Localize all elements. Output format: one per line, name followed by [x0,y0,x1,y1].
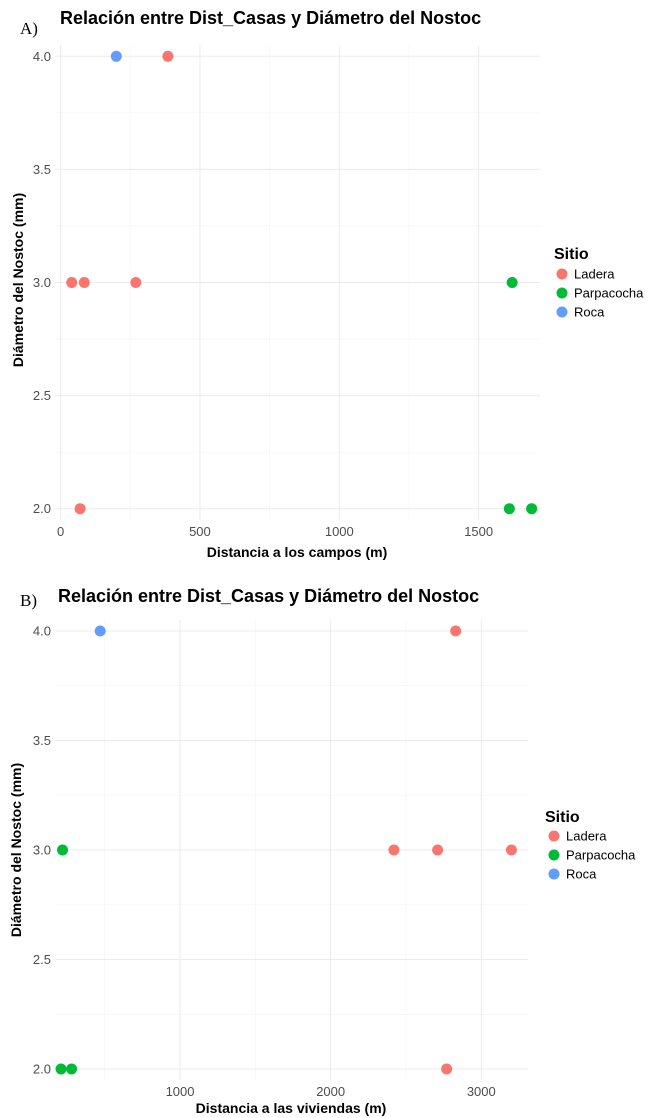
panel-a-letter: A) [20,19,38,38]
panel-b-letter: B) [20,591,37,610]
legend-label-roca: Roca [566,867,597,882]
legend-key-parpacocha [556,287,568,299]
point-ladera [78,277,90,288]
panel-a-x-axis-title: Distancia a los campos (m) [207,544,388,560]
panel-a-x-tick-label: 1000 [325,524,354,539]
panel-b-points [55,625,517,1075]
panel-b-y-tick-label: 2.5 [33,952,51,967]
panel-a-x-tick-label: 500 [189,524,211,539]
panel-b-legend-title: Sitio [545,809,580,826]
legend-label-ladera: Ladera [566,829,607,844]
panel-a-y-ticks: 2.0 2.5 3.0 3.5 4.0 [33,49,51,516]
point-ladera [74,503,86,515]
point-parpacocha [55,1063,67,1075]
legend-label-parpacocha: Parpacocha [566,848,636,863]
panel-b-y-tick-label: 3.0 [33,843,51,858]
point-ladera [162,50,174,62]
legend-label-ladera: Ladera [574,267,615,282]
panel-a-y-tick-label: 2.5 [33,388,51,403]
panel-b: B) Relación entre Dist_Casas y Diámetro … [8,586,636,1116]
point-parpacocha [526,503,538,515]
panel-b-y-tick-label: 4.0 [33,623,51,638]
panel-b-x-axis-title: Distancia a las viviendas (m) [196,1100,387,1116]
point-ladera [505,844,517,856]
panel-b-legend: Sitio Ladera Parpacocha Roca [545,809,636,882]
panel-b-y-ticks: 2.0 2.5 3.0 3.5 4.0 [33,623,51,1076]
legend-key-parpacocha [548,849,560,861]
legend-key-roca [548,868,560,880]
point-ladera [130,277,142,288]
panel-b-y-axis-title: Diámetro del Nostoc (mm) [8,763,24,937]
point-ladera [432,844,444,856]
panel-a-title: Relación entre Dist_Casas y Diámetro del… [60,8,481,28]
panel-a-legend-title: Sitio [554,246,589,263]
legend-key-roca [556,306,568,318]
point-ladera [66,277,78,288]
point-ladera [441,1063,453,1075]
point-roca [94,625,106,637]
panel-a-x-ticks: 0 500 1000 1500 [57,524,493,539]
panel-a-y-tick-label: 3.0 [33,275,51,290]
panel-b-x-tick-label: 3000 [467,1084,496,1099]
legend-key-ladera [556,268,568,280]
legend-key-ladera [548,830,560,842]
panel-b-title: Relación entre Dist_Casas y Diámetro del… [58,586,479,606]
legend-label-parpacocha: Parpacocha [574,286,644,301]
point-parpacocha [503,503,515,515]
point-roca [110,50,122,62]
point-ladera [388,844,400,856]
legend-label-roca: Roca [574,305,605,320]
panel-b-y-tick-label: 2.0 [33,1062,51,1077]
point-ladera [450,625,462,637]
panel-a-y-tick-label: 4.0 [33,49,51,64]
point-parpacocha [57,844,69,856]
panel-a-grid [55,45,540,520]
panel-b-grid [55,620,528,1080]
panel-b-x-tick-label: 2000 [316,1084,345,1099]
panel-a: A) Relación entre Dist_Casas y Diámetro … [10,8,644,560]
panel-a-y-tick-label: 3.5 [33,162,51,177]
panel-b-y-tick-label: 3.5 [33,733,51,748]
panel-b-x-ticks: 1000 2000 3000 [166,1084,496,1099]
panel-b-x-tick-label: 1000 [166,1084,195,1099]
panel-a-x-tick-label: 0 [57,524,64,539]
panel-a-legend: Sitio Ladera Parpacocha Roca [554,246,644,320]
panel-a-y-axis-title: Diámetro del Nostoc (mm) [10,193,26,367]
point-parpacocha [66,1063,78,1075]
point-parpacocha [506,277,518,288]
panel-a-y-tick-label: 2.0 [33,501,51,516]
panel-a-points [66,50,538,515]
panel-a-x-tick-label: 1500 [464,524,493,539]
